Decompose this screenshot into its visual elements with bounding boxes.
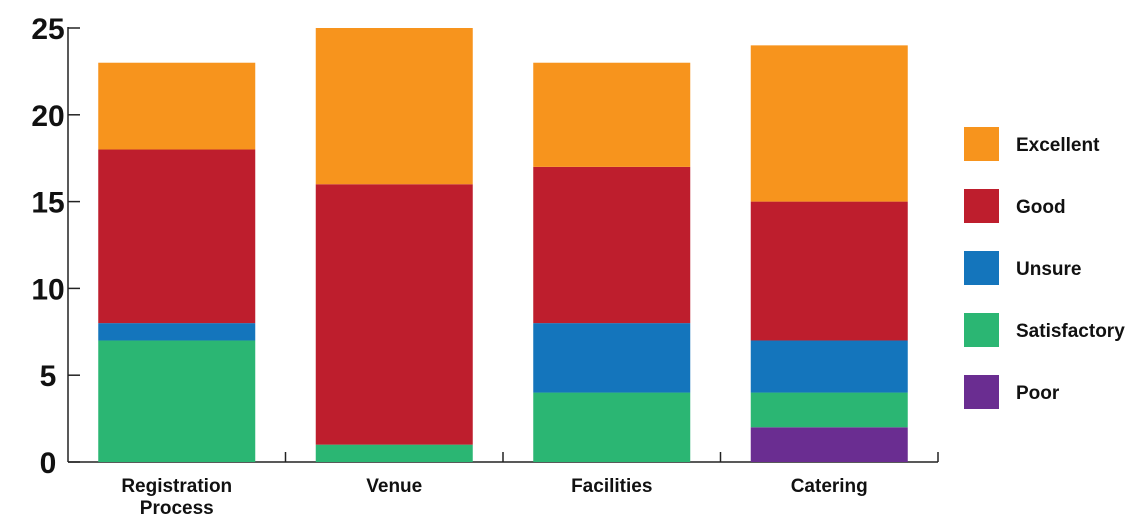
x-tick-label: Venue bbox=[366, 476, 422, 497]
y-tick-label: 15 bbox=[31, 187, 64, 220]
y-tick-label: 0 bbox=[40, 447, 57, 480]
bar-segment-satisfactory bbox=[750, 392, 908, 428]
legend-label: Excellent bbox=[1016, 135, 1100, 156]
legend-item-satisfactory: Satisfactory bbox=[964, 313, 1125, 347]
legend-swatch bbox=[964, 251, 999, 285]
legend-item-unsure: Unsure bbox=[964, 251, 1081, 285]
legend-swatch bbox=[964, 189, 999, 223]
bar-segment-excellent bbox=[98, 62, 256, 150]
legend-label: Poor bbox=[1016, 383, 1060, 404]
bar-segment-satisfactory bbox=[533, 392, 691, 462]
legend-label: Satisfactory bbox=[1016, 321, 1125, 342]
legend-swatch bbox=[964, 313, 999, 347]
bar-segment-excellent bbox=[533, 62, 691, 167]
y-tick-label: 25 bbox=[31, 13, 64, 46]
bar-segment-satisfactory bbox=[315, 444, 473, 462]
legend-item-poor: Poor bbox=[964, 375, 1060, 409]
bars bbox=[98, 28, 908, 462]
legend-item-excellent: Excellent bbox=[964, 127, 1100, 161]
bar-segment-unsure bbox=[98, 323, 256, 341]
legend-label: Unsure bbox=[1016, 259, 1081, 280]
bar-segment-satisfactory bbox=[98, 340, 256, 462]
y-axis: 0 5 10 15 20 25 bbox=[31, 13, 80, 480]
y-tick-label: 5 bbox=[40, 360, 57, 393]
legend-swatch bbox=[964, 375, 999, 409]
y-tick-label: 10 bbox=[31, 273, 64, 306]
x-axis: Registration Process Venue Facilities Cateri… bbox=[68, 452, 939, 519]
legend-label: Good bbox=[1016, 197, 1066, 218]
bar-segment-poor bbox=[750, 427, 908, 462]
x-tick-label: Catering bbox=[791, 476, 868, 497]
x-tick-label: Registration Process bbox=[121, 476, 232, 519]
bar-segment-good bbox=[315, 184, 473, 445]
y-tick-label: 20 bbox=[31, 100, 64, 133]
legend-item-good: Good bbox=[964, 189, 1066, 223]
bar-segment-unsure bbox=[533, 323, 691, 393]
legend: Excellent Good Unsure Satisfactory Poor bbox=[964, 127, 1125, 409]
legend-swatch bbox=[964, 127, 999, 161]
bar-segment-excellent bbox=[315, 28, 473, 185]
bar-segment-excellent bbox=[750, 45, 908, 202]
bar-segment-good bbox=[750, 201, 908, 341]
x-tick-label: Facilities bbox=[571, 476, 652, 497]
bar-segment-unsure bbox=[750, 340, 908, 393]
bar-segment-good bbox=[533, 166, 691, 324]
bar-segment-good bbox=[98, 149, 256, 324]
